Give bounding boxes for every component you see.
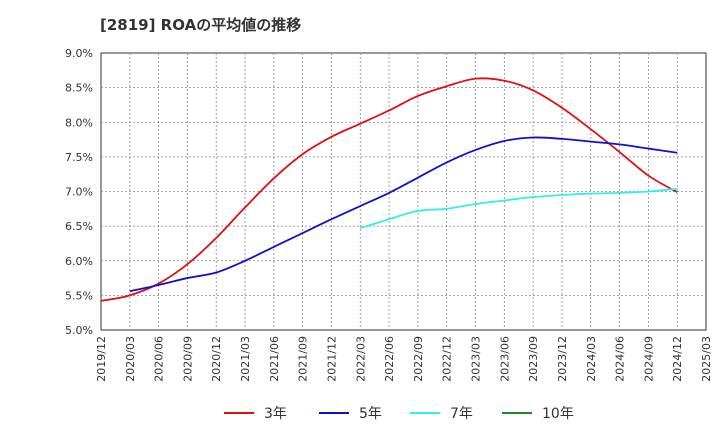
- y-tick-label: 6.5%: [65, 220, 93, 233]
- series-lines: [100, 77, 678, 302]
- x-tick-label: 2023/03: [470, 336, 483, 382]
- y-tick-label: 8.5%: [65, 82, 93, 95]
- x-tick-label: 2021/09: [297, 336, 310, 382]
- x-tick-label: 2022/12: [441, 336, 454, 382]
- legend-label: 5年: [359, 406, 382, 422]
- y-tick-label: 5.5%: [65, 289, 93, 302]
- x-tick-label: 2023/06: [498, 336, 511, 382]
- y-axis-ticks: 5.0% 5.5% 6.0% 6.5% 7.0% 7.5% 8.0% 8.5% 9.0%: [65, 47, 93, 337]
- x-tick-label: 2020/06: [153, 336, 166, 382]
- x-tick-label: 2021/12: [325, 336, 338, 382]
- x-tick-label: 2024/06: [614, 336, 627, 382]
- x-tick-label: 2024/09: [642, 336, 655, 382]
- x-tick-label: 2023/09: [527, 336, 540, 382]
- grid: [101, 53, 706, 330]
- x-tick-label: 2019/12: [95, 336, 108, 382]
- plot-area: [100, 52, 707, 331]
- legend-label: 7年: [450, 406, 473, 422]
- x-tick-label: 2020/09: [181, 336, 194, 382]
- x-tick-label: 2021/03: [239, 336, 252, 382]
- series-line-7年: [360, 187, 678, 230]
- chart-title: [2819] ROAの平均値の推移: [100, 16, 302, 34]
- y-tick-label: 7.0%: [65, 186, 93, 199]
- x-tick-label: 2024/12: [671, 336, 684, 382]
- x-tick-label: 2022/09: [412, 336, 425, 382]
- x-tick-label: 2024/03: [585, 336, 598, 382]
- series-line-3年: [100, 77, 678, 302]
- legend-label: 10年: [542, 406, 574, 422]
- x-tick-label: 2023/12: [556, 336, 569, 382]
- y-tick-label: 7.5%: [65, 151, 93, 164]
- y-tick-label: 6.0%: [65, 255, 93, 268]
- y-tick-label: 5.0%: [65, 324, 93, 337]
- x-tick-label: 2020/12: [210, 336, 223, 382]
- x-tick-label: 2022/03: [354, 336, 367, 382]
- y-tick-label: 9.0%: [65, 47, 93, 60]
- legend: 3年 5年 7年 10年: [224, 406, 574, 422]
- series-line-5年: [129, 136, 678, 293]
- x-tick-label: 2020/03: [124, 336, 137, 382]
- legend-label: 3年: [264, 406, 287, 422]
- x-tick-label: 2021/06: [268, 336, 281, 382]
- x-tick-label: 2022/06: [383, 336, 396, 382]
- x-tick-label: 2025/03: [700, 336, 713, 382]
- x-axis-ticks: 2019/12 2020/03 2020/06 2020/09 2020/12 2021/…: [95, 336, 713, 382]
- y-tick-label: 8.0%: [65, 116, 93, 129]
